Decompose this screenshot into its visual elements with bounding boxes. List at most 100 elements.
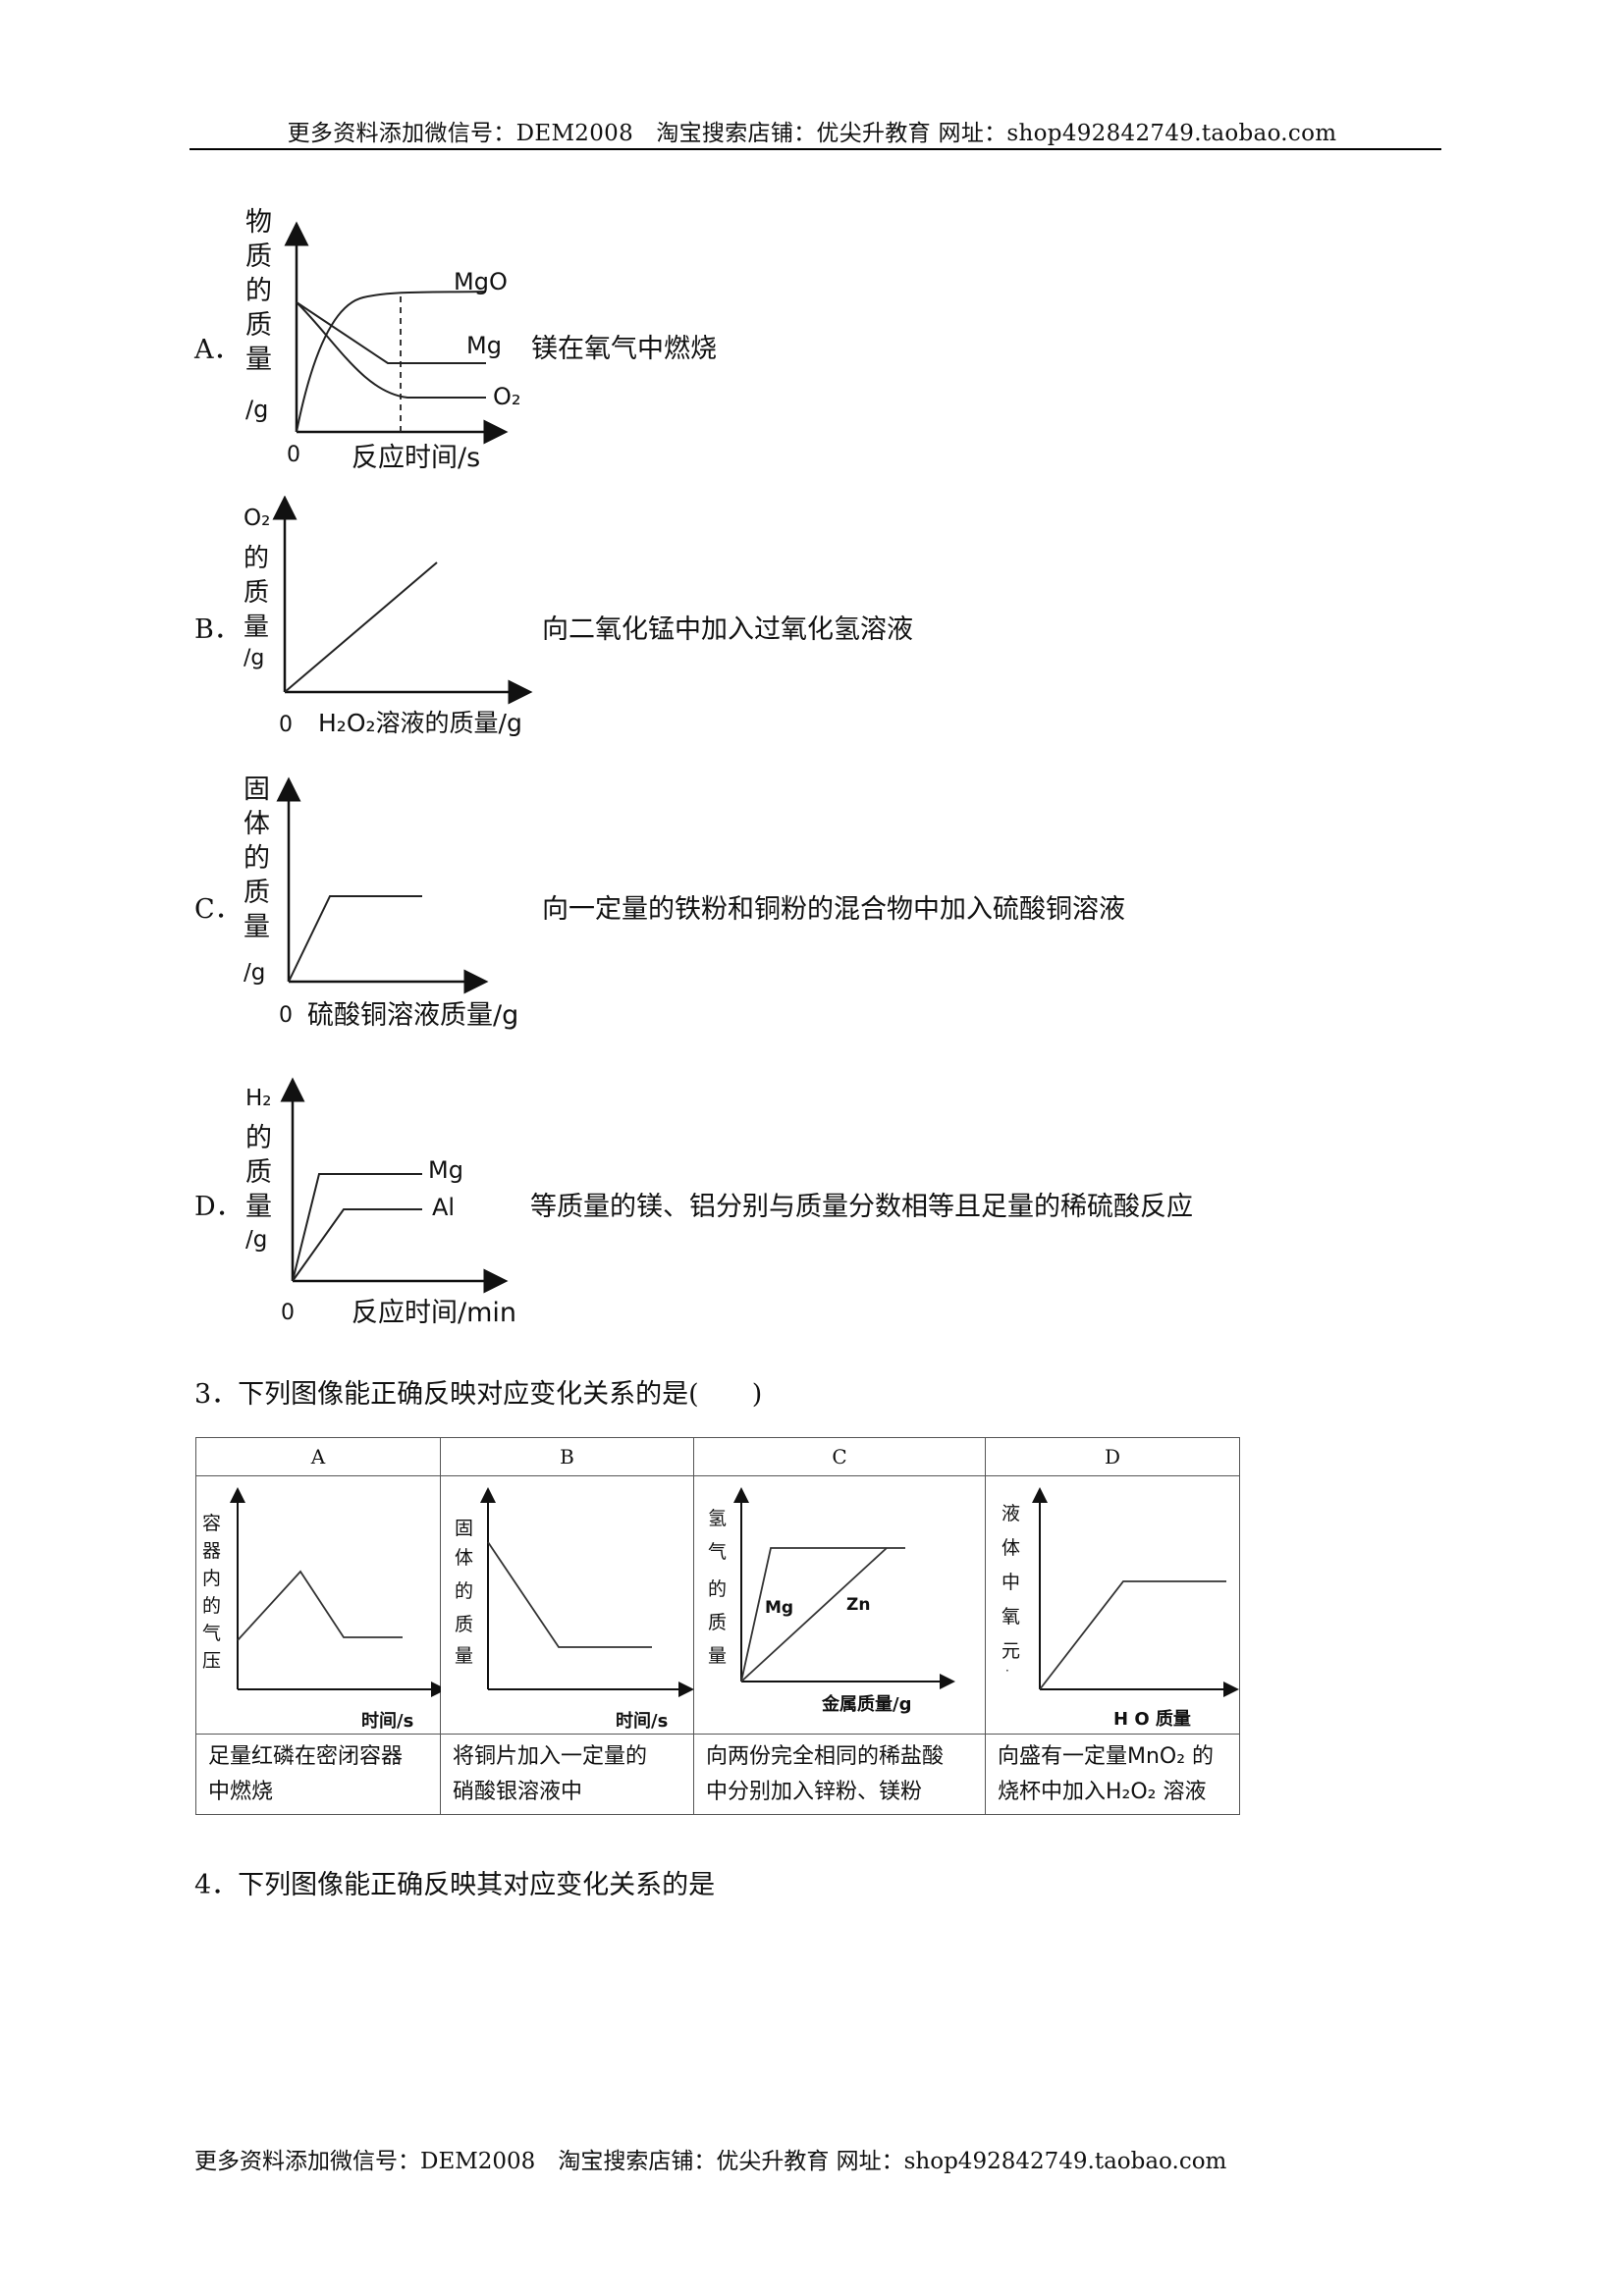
y-label-2: 的 xyxy=(455,1580,473,1602)
origin-label: 0 xyxy=(281,1301,295,1325)
y-label-3: 质 xyxy=(455,1614,473,1635)
option-b-desc: 向二氧化锰中加入过氧化氢溶液 xyxy=(542,614,913,645)
caption-line-1: 足量红磷在密闭容器 xyxy=(208,1744,404,1769)
y-label-2: 的 xyxy=(245,276,272,306)
q3-table: A 容 器 内 的 气 压 时间/s 足量红磷在密闭容器 中燃烧 B 固 体 的 xyxy=(195,1437,1240,1815)
caption-line-2: 烧杯中加入H₂O₂ 溶液 xyxy=(998,1780,1207,1804)
y-label-3: 质 xyxy=(245,310,272,341)
x-axis-label: 反应时间/min xyxy=(352,1298,516,1328)
origin-label: 0 xyxy=(287,443,300,467)
y-label-0: 液 xyxy=(1001,1503,1020,1524)
solid-mass-line xyxy=(487,1541,652,1648)
y-label-2: 质 xyxy=(245,1157,272,1188)
origin-label: 0 xyxy=(279,713,293,737)
x-axis-label: 金属质量/g xyxy=(821,1693,911,1715)
cell-head: A xyxy=(196,1438,440,1476)
page-header: 更多资料添加微信号：DEM2008 淘宝搜索店铺：优尖升教育 网址：shop49… xyxy=(287,121,1337,146)
al-line xyxy=(292,1208,422,1282)
cell-c-graph: Mg Zn 氢 气 的 质 量 金属质量/g xyxy=(708,1487,955,1715)
option-b-label: B． xyxy=(194,614,241,645)
q3-cell-a: A 容 器 内 的 气 压 时间/s 足量红磷在密闭容器 中燃烧 xyxy=(196,1438,441,1814)
question-3: 3．下列图像能正确反映对应变化关系的是( ) xyxy=(194,1379,763,1410)
mg-curve xyxy=(296,301,486,364)
cell-caption: 向盛有一定量MnO₂ 的 烧杯中加入H₂O₂ 溶液 xyxy=(986,1734,1239,1814)
y-label-4: 量 xyxy=(708,1645,727,1667)
y-label-1: 质 xyxy=(245,241,272,272)
y-label-4: /g xyxy=(244,646,264,670)
y-label-0: 容 xyxy=(202,1513,221,1534)
y-label-4: 量 xyxy=(455,1645,473,1667)
y-label-4: 元 xyxy=(1001,1640,1020,1662)
y-label-3: 量 xyxy=(244,613,269,642)
option-d-desc: 等质量的镁、铝分别与质量分数相等且足量的稀硫酸反应 xyxy=(530,1192,1193,1222)
caption-line-1: 向盛有一定量MnO₂ 的 xyxy=(998,1744,1215,1769)
y-label-1: 的 xyxy=(244,544,269,573)
y-label-0: 氢 xyxy=(708,1508,727,1529)
y-label-0: O₂ xyxy=(244,506,270,531)
x-axis-label: 时间/s xyxy=(616,1711,668,1732)
curve-label-mg: Mg xyxy=(428,1156,463,1184)
curve-label-al: Al xyxy=(432,1194,455,1221)
oxygen-line xyxy=(1039,1580,1226,1690)
y-label-1: 气 xyxy=(708,1541,727,1563)
q3-cell-c: C Mg Zn 氢 气 的 质 量 金属质量/g 向两份完全相同的稀盐酸 中分别… xyxy=(694,1438,986,1814)
y-label-3: 质 xyxy=(244,878,270,908)
pressure-line xyxy=(237,1570,403,1641)
caption-line-2: 中燃烧 xyxy=(208,1780,274,1804)
question-4: 4．下列图像能正确反映其对应变化关系的是 xyxy=(194,1870,716,1900)
page-footer: 更多资料添加微信号：DEM2008 淘宝搜索店铺：优尖升教育 网址：shop49… xyxy=(194,2149,1227,2174)
option-d-graph: Mg Al H₂ 的 质 量 /g 0 反应时间/min xyxy=(245,1077,516,1328)
option-a-label: A． xyxy=(194,335,241,365)
x-axis-label: 硫酸铜溶液质量/g xyxy=(307,1000,518,1031)
y-label-2: 的 xyxy=(244,843,270,874)
curve-label-mg: Mg xyxy=(765,1598,793,1618)
y-label-0: H₂ xyxy=(245,1086,272,1111)
q3-cell-b: B 固 体 的 质 量 时间/s 将铜片加入一定量的 硝酸银溶液中 xyxy=(441,1438,694,1814)
x-axis-label: 反应时间/s xyxy=(352,443,480,473)
option-c-label: C． xyxy=(194,894,242,925)
header-rule xyxy=(189,148,1441,150)
y-label-1: 体 xyxy=(1001,1537,1020,1559)
y-label-5: 压 xyxy=(202,1650,221,1672)
mgo-curve xyxy=(296,291,487,433)
caption-line-2: 硝酸银溶液中 xyxy=(453,1780,583,1804)
curve-label-mgo: MgO xyxy=(454,268,508,295)
curve-label-zn: Zn xyxy=(846,1595,870,1615)
option-b-graph: O₂ 的 质 量 /g 0 H₂O₂溶液的质量/g xyxy=(244,496,533,737)
y-label-4: 量 xyxy=(245,345,272,375)
y-label-2: 的 xyxy=(708,1578,727,1600)
y-label-5: /g xyxy=(244,960,265,986)
solid-mass-line xyxy=(288,895,422,983)
option-d-label: D． xyxy=(194,1192,243,1222)
option-c-desc: 向一定量的铁粉和铜粉的混合物中加入硫酸铜溶液 xyxy=(542,894,1125,925)
q3-cell-d: D 液 体 中 氧 元 · H O 质量 向盛有一定量MnO₂ 的 烧杯中加入H… xyxy=(986,1438,1239,1814)
cell-b-graph: 固 体 的 质 量 时间/s xyxy=(455,1487,694,1732)
y-label-1: 的 xyxy=(245,1123,272,1153)
y-label-0: 物 xyxy=(245,207,272,238)
y-label-5: /g xyxy=(245,396,268,423)
y-label-5: · xyxy=(1005,1664,1009,1678)
option-a-desc: 镁在氧气中燃烧 xyxy=(531,334,717,364)
y-label-0: 固 xyxy=(455,1518,473,1539)
y-label-1: 体 xyxy=(244,809,270,839)
y-label-3: 氧 xyxy=(1001,1606,1020,1628)
x-axis-label: 时间/s xyxy=(361,1711,413,1732)
option-c-graph: 固 体 的 质 量 /g 0 硫酸铜溶液质量/g xyxy=(244,774,518,1031)
curve-label-o2: O₂ xyxy=(493,383,521,410)
caption-line-1: 向两份完全相同的稀盐酸 xyxy=(706,1744,945,1769)
y-label-2: 质 xyxy=(244,578,269,608)
y-label-3: 的 xyxy=(202,1595,221,1617)
y-label-1: 体 xyxy=(455,1547,473,1569)
y-label-2: 内 xyxy=(202,1568,221,1589)
x-axis-label: H₂O₂溶液的质量/g xyxy=(318,709,522,737)
y-label-4: /g xyxy=(245,1227,267,1253)
cell-a-graph: 容 器 内 的 气 压 时间/s xyxy=(202,1487,441,1732)
y-label-4: 气 xyxy=(202,1623,221,1644)
zn-line xyxy=(740,1547,888,1682)
y-label-0: 固 xyxy=(244,774,270,805)
caption-line-2: 中分别加入锌粉、镁粉 xyxy=(706,1780,923,1804)
option-a-graph: MgO Mg O₂ 物 质 的 质 量 /g 0 反应时间/s xyxy=(245,207,521,473)
x-axis-label: H O 质量 xyxy=(1113,1708,1191,1730)
cell-caption: 足量红磷在密闭容器 中燃烧 xyxy=(196,1734,440,1814)
o2-line xyxy=(284,561,438,693)
